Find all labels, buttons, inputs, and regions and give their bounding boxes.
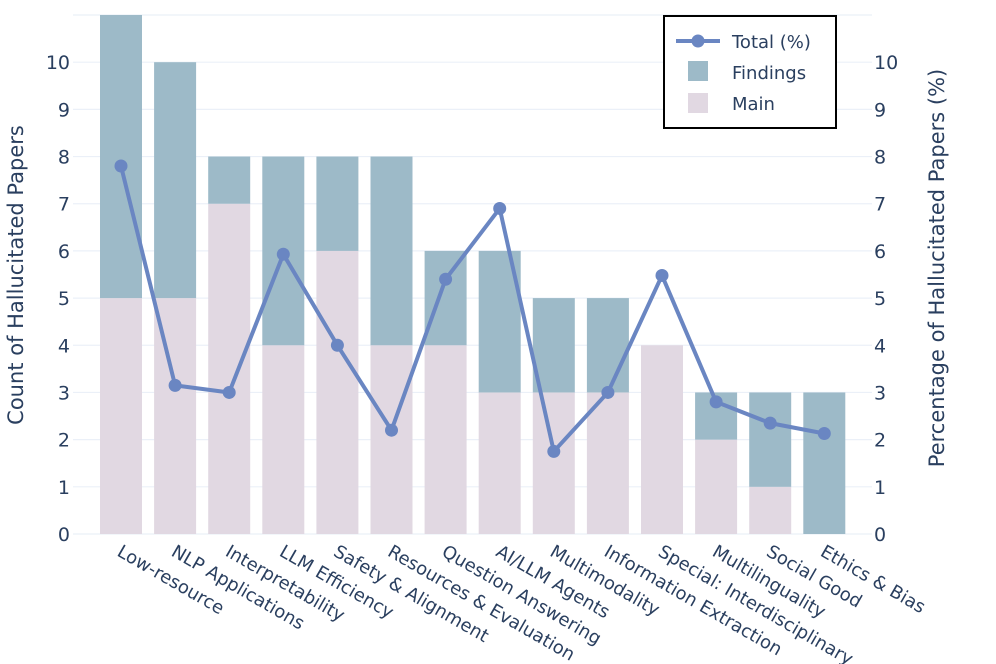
bar-findings xyxy=(424,250,467,346)
total-point xyxy=(114,159,128,173)
total-point xyxy=(709,395,723,409)
total-point xyxy=(222,385,236,399)
bar-main xyxy=(532,392,575,534)
total-point xyxy=(655,268,669,282)
bar-findings xyxy=(532,298,575,393)
right-tick-label: 7 xyxy=(874,194,886,216)
bar-main xyxy=(424,345,467,534)
total-point xyxy=(547,444,561,458)
total-line-path xyxy=(119,165,825,454)
legend-findings: Findings xyxy=(732,63,806,84)
right-tick-label: 6 xyxy=(874,241,886,263)
total-point xyxy=(276,247,290,261)
legend-main: Main xyxy=(732,94,775,115)
total-point xyxy=(601,385,615,399)
bar-findings xyxy=(749,392,792,487)
total-point xyxy=(330,338,344,352)
total-point xyxy=(168,378,182,392)
bar-main xyxy=(641,345,683,534)
total-point xyxy=(493,201,507,215)
left-tick-label: 10 xyxy=(46,52,70,74)
right-tick-label: 10 xyxy=(874,52,898,74)
right-tick-label: 0 xyxy=(874,524,886,546)
total-point xyxy=(385,423,398,437)
legend-main-swatch xyxy=(688,93,708,113)
bar-findings xyxy=(803,392,846,534)
bar-findings xyxy=(100,15,142,299)
right-tick-label: 2 xyxy=(874,430,886,452)
bar-main xyxy=(154,298,197,534)
left-tick-label: 1 xyxy=(58,477,70,499)
right-tick-label: 5 xyxy=(874,288,886,310)
bar-main xyxy=(370,345,413,534)
left-tick-label: 0 xyxy=(58,524,70,546)
legend-marker-swatch xyxy=(691,34,705,48)
bar-main xyxy=(478,392,521,534)
total-point xyxy=(817,427,831,441)
left-tick-label: 8 xyxy=(58,147,70,169)
bar-findings xyxy=(154,62,197,299)
total-point xyxy=(763,416,777,430)
bar-main xyxy=(749,486,792,534)
bar-findings xyxy=(316,156,359,251)
left-tick-label: 7 xyxy=(58,194,70,216)
left-tick-label: 5 xyxy=(58,288,70,310)
left-axis-ticks: 0 1 2 3 4 5 6 7 8 9 10 xyxy=(46,52,70,546)
bar-main xyxy=(262,345,305,534)
left-axis-title: Count of Hallucitated Papers xyxy=(4,125,28,425)
right-tick-label: 1 xyxy=(874,477,886,499)
left-tick-label: 2 xyxy=(58,430,70,452)
right-axis-title: Percentage of Hallucitated Papers (%) xyxy=(925,69,949,467)
bar-main xyxy=(316,250,359,534)
left-tick-label: 9 xyxy=(58,99,70,121)
bar-main xyxy=(208,203,251,534)
right-tick-label: 4 xyxy=(874,335,886,357)
left-tick-label: 3 xyxy=(58,382,70,404)
right-tick-label: 8 xyxy=(874,147,886,169)
bars xyxy=(100,15,846,534)
bar-main xyxy=(100,298,142,534)
bar-findings xyxy=(586,298,629,393)
left-tick-label: 4 xyxy=(58,335,70,357)
total-point xyxy=(439,272,453,286)
bar-findings xyxy=(370,156,413,346)
right-axis-ticks: 0 1 2 3 4 5 6 7 8 9 10 xyxy=(874,52,898,546)
legend: Total (%) Findings Main xyxy=(663,15,837,129)
legend-findings-swatch xyxy=(688,61,708,81)
right-tick-label: 9 xyxy=(874,99,886,121)
bar-main xyxy=(586,392,629,534)
bar-main xyxy=(695,439,738,534)
legend-total: Total (%) xyxy=(731,32,811,53)
right-tick-label: 3 xyxy=(874,382,886,404)
total-line xyxy=(114,159,831,458)
left-tick-label: 6 xyxy=(58,241,70,263)
bar-findings xyxy=(208,156,251,204)
